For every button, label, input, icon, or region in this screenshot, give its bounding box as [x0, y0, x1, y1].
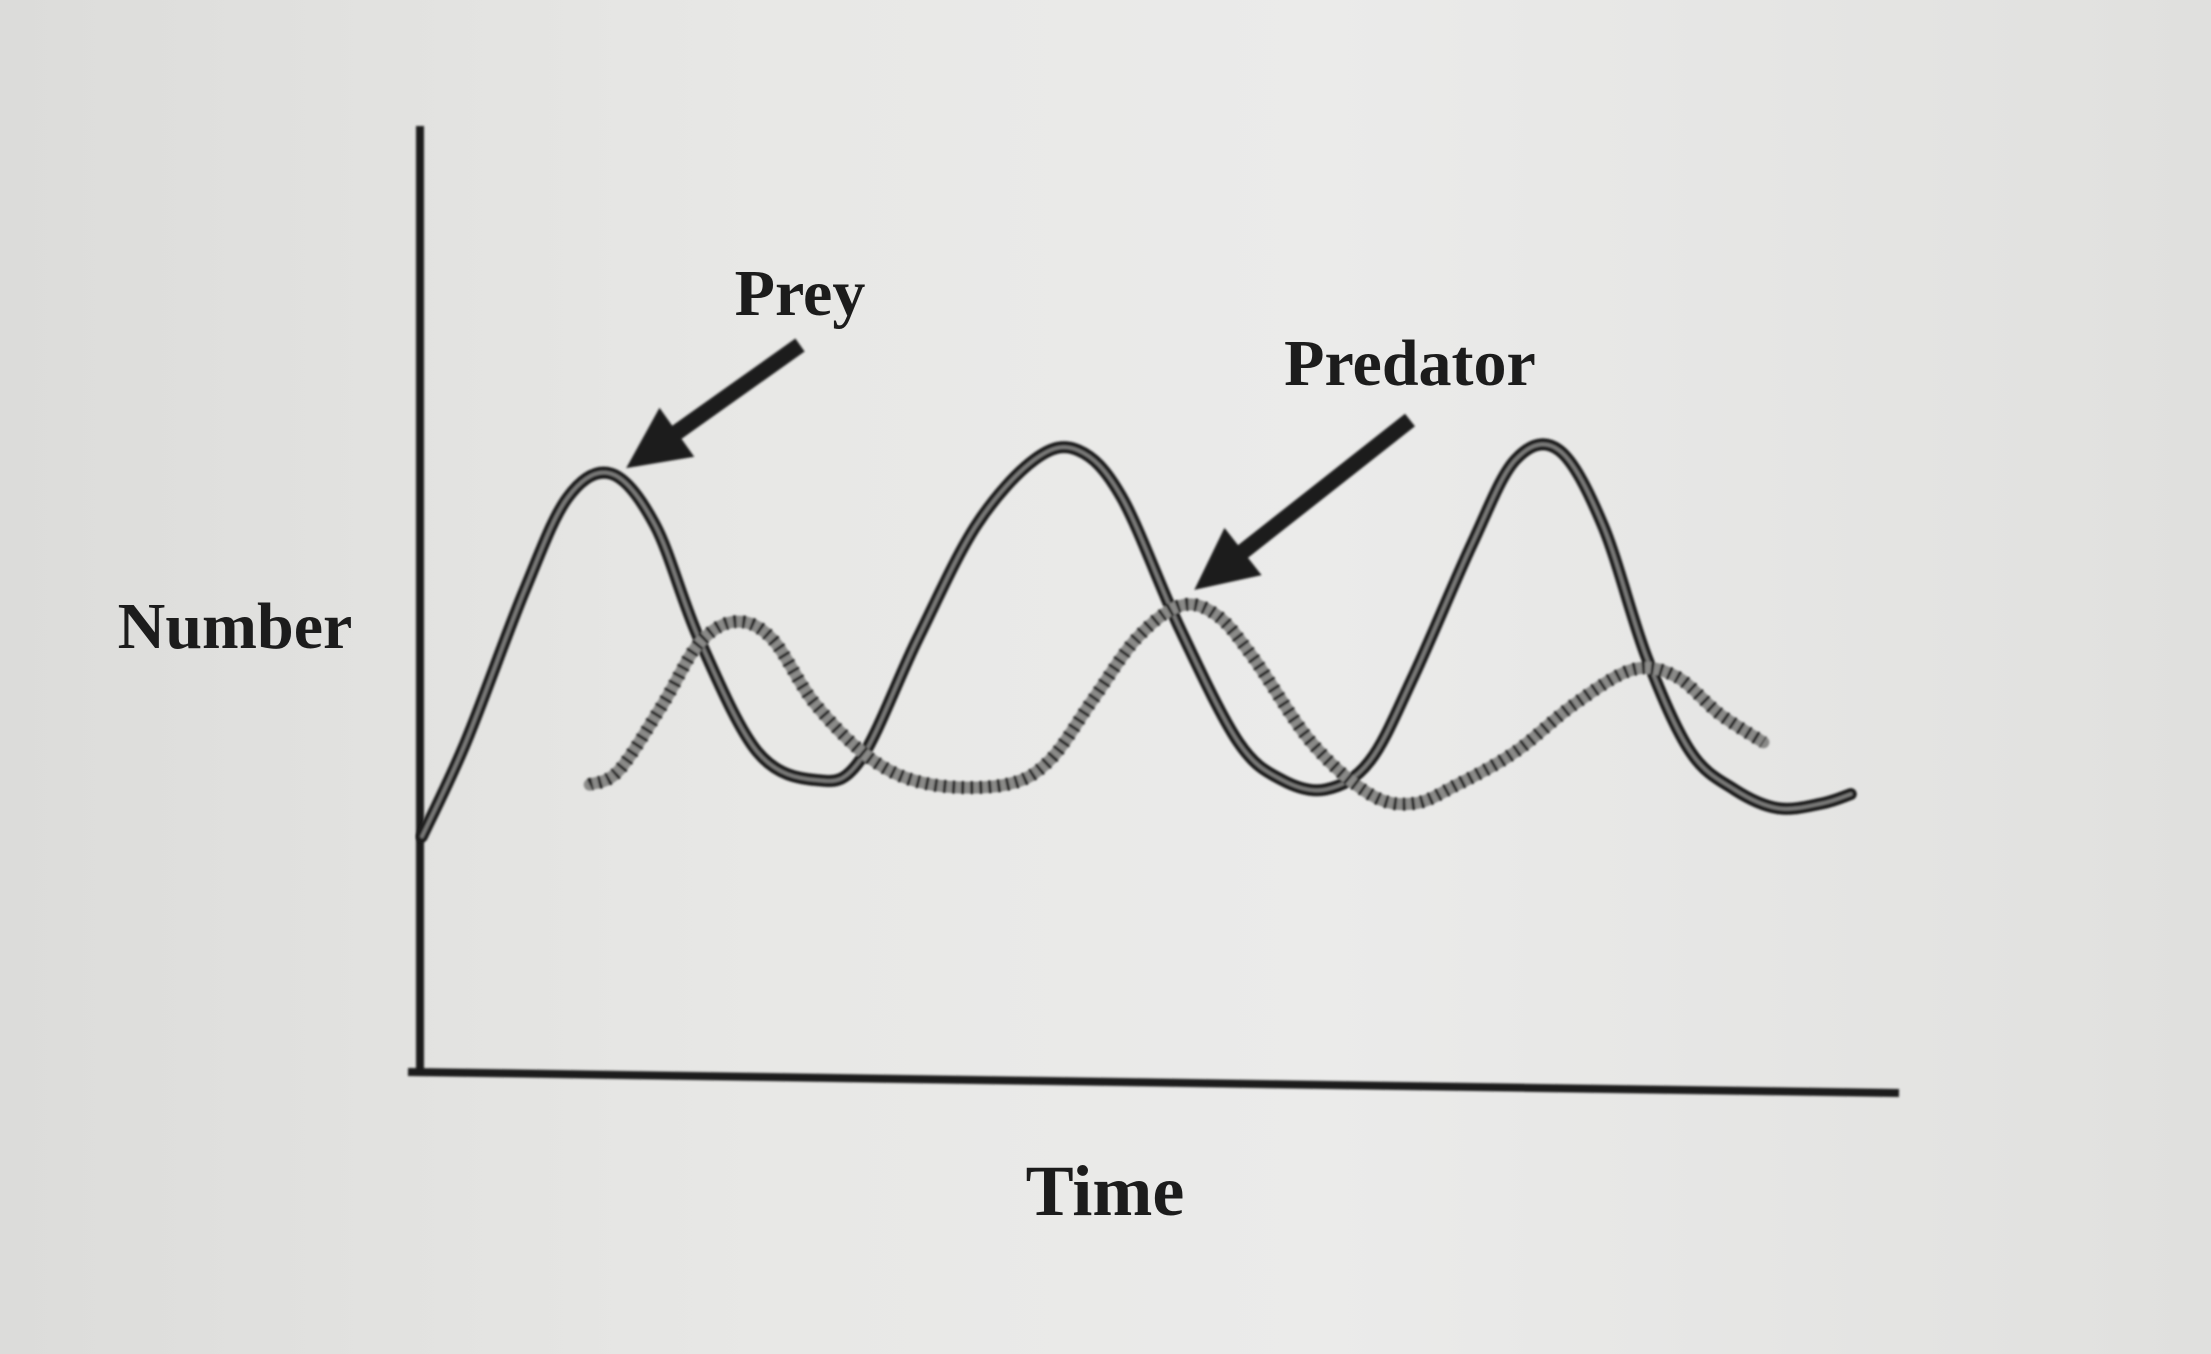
arrow-predator-head: [1194, 527, 1262, 590]
arrow-prey-shaft: [667, 338, 805, 443]
series-predator-line: [586, 597, 1767, 811]
y-axis-label: Number: [118, 590, 353, 663]
x-axis-label: Time: [1026, 1151, 1185, 1231]
annotation-predator-label: Predator: [1284, 327, 1536, 400]
annotation-prey-label: Prey: [735, 257, 866, 330]
series-prey-line-core: [420, 442, 1853, 839]
arrow-prey-head: [626, 407, 695, 469]
x-axis: [407, 1067, 1900, 1098]
arrow-predator-shaft: [1233, 413, 1415, 562]
